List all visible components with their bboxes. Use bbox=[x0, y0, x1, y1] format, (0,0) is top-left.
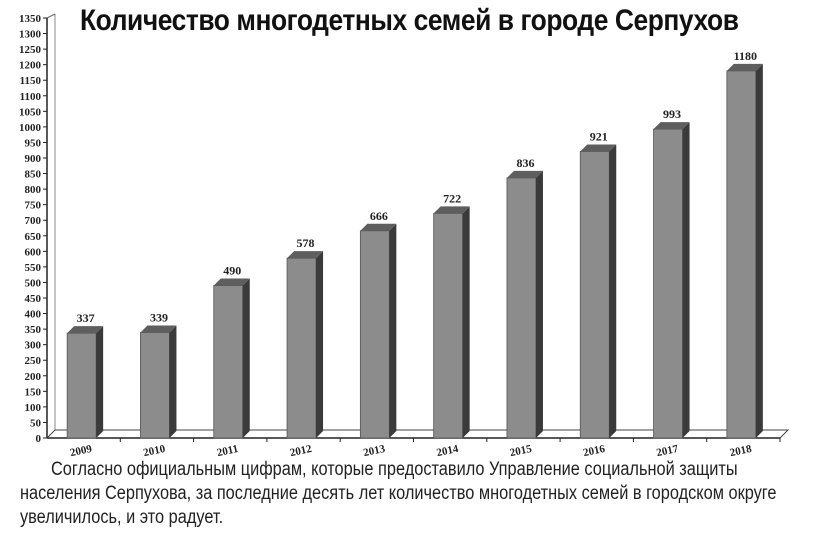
y-tick-label: 1300 bbox=[19, 29, 42, 41]
y-tick-label: 850 bbox=[25, 169, 42, 181]
bar: 921 bbox=[579, 129, 617, 439]
bar: 1180 bbox=[726, 49, 763, 439]
value-label: 490 bbox=[223, 264, 241, 278]
bar: 337 bbox=[66, 311, 104, 439]
caption-text: Согласно официальным цифрам, которые пре… bbox=[20, 459, 777, 528]
article-caption: Согласно официальным цифрам, которые пре… bbox=[20, 458, 794, 530]
y-tick-label: 150 bbox=[25, 386, 42, 398]
y-tick-label: 900 bbox=[25, 153, 42, 165]
bar: 836 bbox=[506, 156, 543, 439]
bar-chart: 0 50 100 150 200 250 300 350 400 450 500 550 600 650 7… bbox=[19, 13, 790, 459]
x-tick-label: 2014 bbox=[436, 443, 461, 459]
y-tick-label: 1150 bbox=[20, 75, 42, 87]
y-tick-label: 650 bbox=[25, 231, 42, 243]
y-tick-label: 500 bbox=[25, 277, 42, 289]
y-tick-label: 450 bbox=[25, 293, 42, 305]
x-tick-label: 2013 bbox=[362, 443, 387, 459]
x-tick-label: 2009 bbox=[69, 443, 94, 459]
bar: 993 bbox=[653, 107, 690, 439]
y-tick-label: 1050 bbox=[19, 106, 42, 118]
x-tick-label: 2015 bbox=[509, 443, 534, 459]
y-axis: 0 50 100 150 200 250 300 350 400 450 500 550 600 650 7… bbox=[19, 13, 56, 445]
bar: 339 bbox=[140, 311, 177, 439]
x-tick-label: 2012 bbox=[289, 443, 314, 459]
bar: 578 bbox=[286, 236, 324, 439]
x-tick-label: 2011 bbox=[216, 443, 239, 459]
bar-series: 337 339 490 578 666 722 836 921 993 1180 bbox=[66, 49, 763, 439]
value-label: 993 bbox=[663, 107, 681, 121]
y-tick-label: 950 bbox=[25, 137, 42, 149]
value-label: 339 bbox=[150, 311, 168, 325]
y-tick-label: 50 bbox=[30, 417, 42, 429]
bar: 666 bbox=[359, 209, 397, 439]
y-tick-label: 700 bbox=[25, 215, 42, 227]
value-label: 836 bbox=[516, 156, 534, 170]
y-tick-label: 600 bbox=[25, 246, 42, 258]
x-tick-label: 2016 bbox=[582, 443, 607, 459]
x-axis-labels: 2009 2010 2011 2012 2013 2014 2015 2016 2017 2018 bbox=[69, 438, 781, 459]
value-label: 578 bbox=[297, 236, 315, 250]
y-tick-label: 0 bbox=[36, 433, 42, 445]
y-tick-label: 1000 bbox=[19, 122, 42, 134]
value-label: 666 bbox=[370, 209, 388, 223]
y-tick-label: 1100 bbox=[20, 91, 42, 103]
y-tick-label: 400 bbox=[25, 309, 42, 321]
x-tick-label: 2010 bbox=[142, 443, 167, 459]
bar: 722 bbox=[433, 191, 470, 439]
y-tick-label: 300 bbox=[25, 340, 42, 352]
value-label: 722 bbox=[443, 191, 461, 205]
value-label: 1180 bbox=[734, 49, 757, 63]
y-tick-label: 100 bbox=[25, 402, 42, 414]
value-label: 921 bbox=[590, 129, 608, 143]
chart-title: Количество многодетных семей в городе Се… bbox=[80, 4, 739, 37]
y-tick-label: 550 bbox=[25, 262, 42, 274]
y-tick-label: 750 bbox=[25, 200, 42, 212]
y-tick-label: 200 bbox=[25, 371, 42, 383]
y-tick-label: 1250 bbox=[19, 44, 42, 56]
y-tick-label: 350 bbox=[25, 324, 42, 336]
y-tick-label: 1200 bbox=[19, 60, 42, 72]
bar: 490 bbox=[213, 264, 250, 439]
y-tick-label: 800 bbox=[25, 184, 42, 196]
x-tick-label: 2018 bbox=[729, 443, 754, 459]
x-tick-label: 2017 bbox=[655, 443, 680, 459]
value-label: 337 bbox=[77, 311, 95, 325]
y-tick-label: 250 bbox=[25, 355, 42, 367]
y-tick-label: 1350 bbox=[19, 13, 42, 25]
